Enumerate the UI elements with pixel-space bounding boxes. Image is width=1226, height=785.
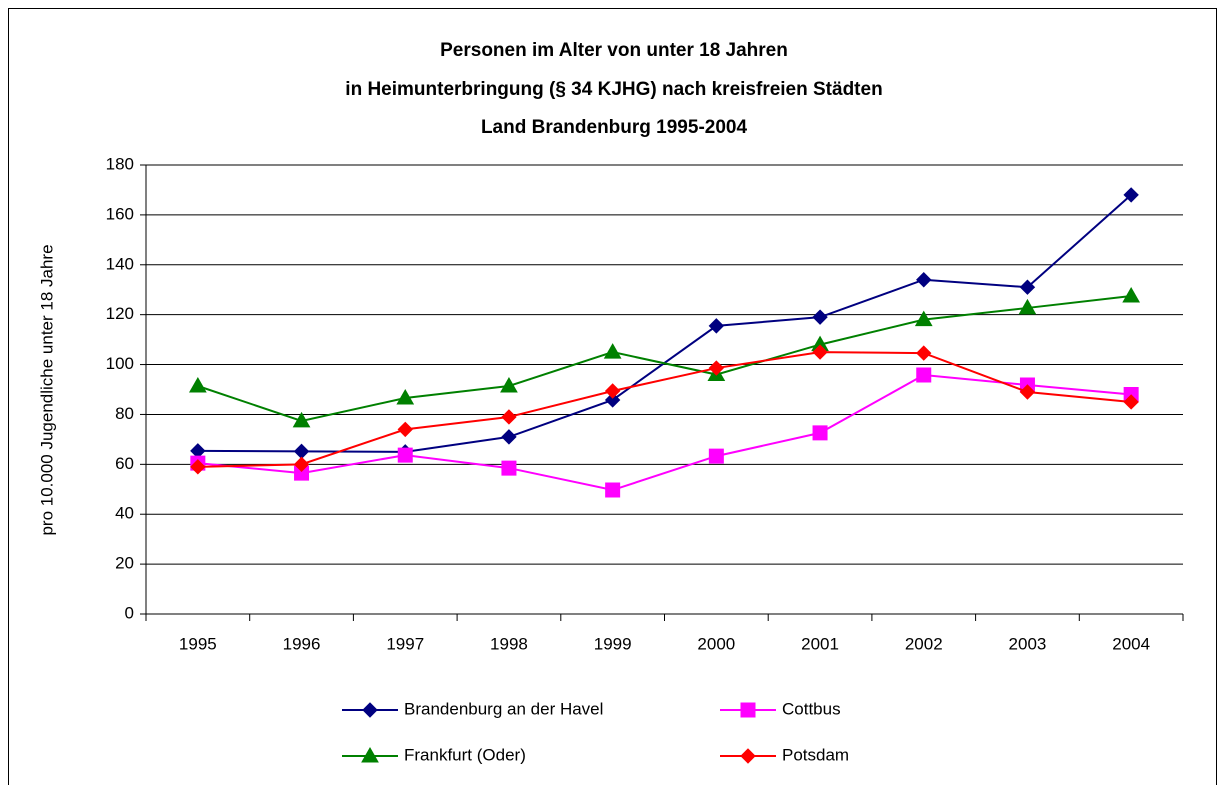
- y-tick-label: 120: [106, 304, 134, 323]
- marker: [812, 425, 828, 441]
- marker: [603, 343, 622, 359]
- marker: [293, 456, 310, 473]
- x-tick-label: 2002: [905, 634, 943, 653]
- chart-title: in Heimunterbringung (§ 34 KJHG) nach kr…: [345, 79, 882, 100]
- marker: [916, 367, 932, 383]
- marker: [914, 310, 933, 327]
- marker: [292, 411, 311, 428]
- marker: [362, 702, 378, 718]
- marker: [190, 459, 206, 475]
- legend-label: Brandenburg an der Havel: [404, 699, 603, 718]
- marker: [361, 746, 379, 763]
- x-tick-label: 1997: [386, 634, 424, 653]
- marker: [396, 388, 415, 405]
- y-tick-label: 100: [106, 354, 134, 373]
- marker: [1123, 394, 1139, 410]
- marker: [916, 345, 932, 361]
- marker: [812, 344, 828, 360]
- y-tick-label: 0: [125, 603, 134, 622]
- series-line: [197, 294, 1132, 422]
- marker: [916, 272, 932, 288]
- marker: [708, 318, 725, 334]
- marker: [500, 377, 518, 393]
- y-tick-label: 160: [106, 204, 134, 223]
- marker: [1019, 384, 1036, 400]
- marker: [188, 377, 207, 393]
- x-tick-label: 1998: [490, 634, 528, 653]
- legend-label: Frankfurt (Oder): [404, 745, 526, 764]
- marker: [1122, 286, 1141, 303]
- marker: [708, 360, 725, 376]
- marker: [1019, 279, 1036, 295]
- x-tick-label: 1995: [179, 634, 217, 653]
- marker: [1018, 298, 1037, 315]
- y-tick-label: 20: [115, 554, 134, 573]
- marker: [708, 448, 724, 464]
- marker: [501, 409, 517, 425]
- marker: [397, 447, 413, 463]
- y-tick-label: 180: [106, 154, 134, 173]
- marker: [501, 460, 517, 476]
- y-tick-label: 60: [115, 454, 134, 473]
- x-tick-label: 1999: [594, 634, 632, 653]
- legend-label: Potsdam: [782, 745, 849, 764]
- x-tick-label: 2003: [1009, 634, 1047, 653]
- marker: [1123, 187, 1139, 203]
- marker: [812, 309, 828, 325]
- y-tick-label: 40: [115, 504, 134, 523]
- marker: [501, 429, 517, 445]
- x-tick-label: 2001: [801, 634, 839, 653]
- y-axis-label: pro 10.000 Jugendliche unter 18 Jahre: [37, 244, 56, 535]
- marker: [397, 421, 413, 438]
- marker: [740, 748, 756, 764]
- x-tick-label: 2000: [697, 634, 735, 653]
- series-line: [197, 351, 1132, 468]
- marker: [740, 702, 756, 718]
- y-tick-label: 140: [106, 254, 134, 273]
- x-tick-label: 1996: [283, 634, 321, 653]
- chart-title: Personen im Alter von unter 18 Jahren: [440, 40, 788, 61]
- marker: [605, 482, 621, 498]
- y-tick-label: 80: [115, 404, 134, 423]
- legend-label: Cottbus: [782, 699, 841, 718]
- x-tick-label: 2004: [1112, 634, 1150, 653]
- series-line: [197, 374, 1132, 492]
- marker: [604, 392, 621, 408]
- chart-title: Land Brandenburg 1995-2004: [481, 117, 748, 138]
- marker: [604, 383, 621, 399]
